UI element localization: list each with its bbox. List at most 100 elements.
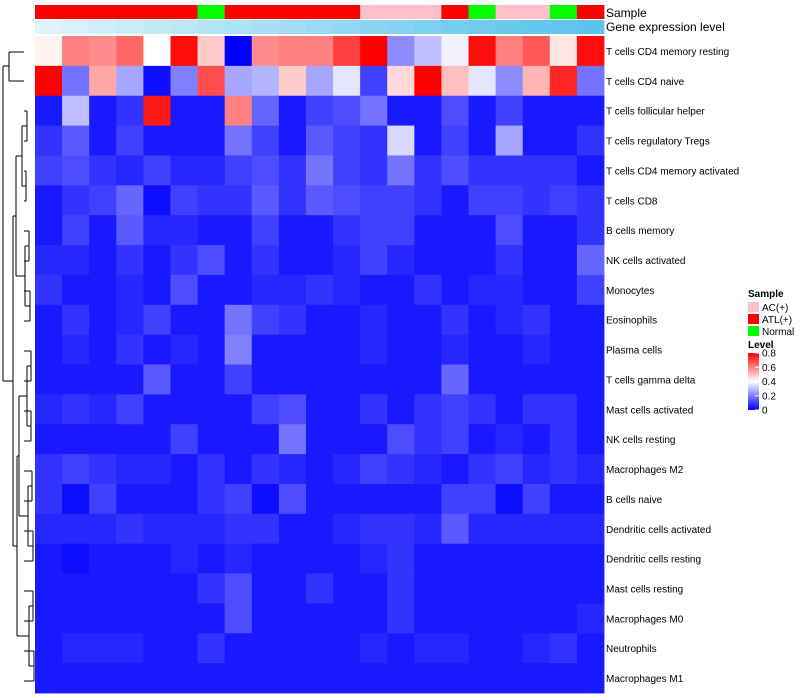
level-tick-label: 0 bbox=[762, 406, 768, 417]
heatmap-cell bbox=[495, 95, 524, 126]
heatmap-cell bbox=[360, 125, 388, 156]
heatmap-cell bbox=[143, 424, 171, 455]
heatmap-cell bbox=[197, 304, 226, 336]
heatmap-cell bbox=[522, 663, 551, 694]
heatmap-cell bbox=[35, 304, 63, 336]
heatmap-cell bbox=[170, 424, 198, 455]
heatmap-cell bbox=[522, 334, 551, 365]
heatmap-cell bbox=[468, 663, 497, 694]
heatmap-cell bbox=[35, 543, 63, 574]
heatmap-cell bbox=[62, 573, 90, 604]
level-tick-label: 0.6 bbox=[762, 363, 776, 374]
heatmap-cell bbox=[387, 483, 415, 515]
heatmap-cell bbox=[89, 125, 117, 156]
heatmap-cell bbox=[116, 36, 144, 67]
heatmap-cell bbox=[224, 215, 253, 246]
heatmap-cell bbox=[278, 125, 307, 156]
heatmap-cell bbox=[116, 663, 144, 694]
heatmap-cell bbox=[333, 543, 361, 574]
heatmap-cell bbox=[360, 364, 388, 395]
heatmap-cell bbox=[414, 573, 442, 604]
expression-annotation-cell bbox=[116, 20, 144, 34]
heatmap-cell bbox=[278, 185, 307, 216]
heatmap-cell bbox=[333, 454, 361, 485]
heatmap-cell bbox=[495, 663, 524, 694]
heatmap-cell bbox=[387, 364, 415, 395]
heatmap-cell bbox=[89, 603, 117, 634]
heatmap-cell bbox=[441, 394, 469, 425]
heatmap-cell bbox=[441, 65, 469, 97]
heatmap-cell bbox=[468, 65, 497, 97]
heatmap-cell bbox=[305, 36, 334, 67]
heatmap-cell bbox=[170, 36, 198, 67]
sample-annotation-cell bbox=[89, 5, 117, 19]
heatmap-cell bbox=[197, 95, 226, 126]
heatmap-cell bbox=[333, 483, 361, 515]
heatmap-cell bbox=[278, 603, 307, 634]
sample-annotation-bar bbox=[35, 5, 605, 19]
heatmap-cell bbox=[576, 274, 605, 306]
heatmap-cell bbox=[576, 543, 605, 574]
heatmap-cell bbox=[468, 454, 497, 485]
heatmap-cell bbox=[360, 394, 388, 425]
heatmap-cell bbox=[441, 125, 469, 156]
heatmap-cell bbox=[414, 603, 442, 634]
heatmap-cell bbox=[224, 394, 253, 425]
heatmap-cell bbox=[62, 274, 90, 306]
heatmap-cell bbox=[333, 633, 361, 664]
heatmap-cell bbox=[387, 334, 415, 365]
expression-annotation-cell bbox=[495, 20, 524, 34]
heatmap-cell bbox=[387, 663, 415, 694]
heatmap-cell bbox=[116, 304, 144, 336]
heatmap-cell bbox=[89, 65, 117, 97]
heatmap-cell bbox=[170, 245, 198, 276]
heatmap-cell bbox=[387, 424, 415, 455]
heatmap-cell bbox=[224, 36, 253, 67]
heatmap-cell bbox=[197, 215, 226, 246]
heatmap-cell bbox=[305, 364, 334, 395]
heatmap-cell bbox=[251, 573, 280, 604]
heatmap-cell bbox=[495, 394, 524, 425]
heatmap-cell bbox=[522, 633, 551, 664]
heatmap-cell bbox=[170, 334, 198, 365]
heatmap-cell bbox=[143, 483, 171, 515]
heatmap-cell bbox=[414, 543, 442, 574]
heatmap-cell bbox=[522, 364, 551, 395]
heatmap-cell bbox=[441, 483, 469, 515]
heatmap-cell bbox=[522, 65, 551, 97]
heatmap-cell bbox=[576, 633, 605, 664]
heatmap-cell bbox=[62, 65, 90, 97]
expression-annotation-cell bbox=[576, 20, 605, 34]
heatmap-cell bbox=[251, 125, 280, 156]
heatmap-cell bbox=[360, 65, 388, 97]
heatmap-cell bbox=[224, 483, 253, 515]
heatmap-cell bbox=[468, 274, 497, 306]
heatmap-cell bbox=[468, 95, 497, 126]
heatmap-cell bbox=[143, 454, 171, 485]
heatmap-cell bbox=[224, 245, 253, 276]
expression-annotation-bar bbox=[35, 20, 605, 34]
heatmap-cell bbox=[387, 394, 415, 425]
row-label: Macrophages M2 bbox=[606, 465, 684, 476]
heatmap-cell bbox=[35, 274, 63, 306]
heatmap-cell bbox=[576, 483, 605, 515]
heatmap-cell bbox=[468, 304, 497, 336]
heatmap-cell bbox=[251, 454, 280, 485]
heatmap-cell bbox=[360, 155, 388, 186]
heatmap-cell bbox=[89, 274, 117, 306]
heatmap-cell bbox=[576, 95, 605, 126]
heatmap-cell bbox=[197, 663, 226, 694]
heatmap-cell bbox=[468, 543, 497, 574]
sample-annotation-cell bbox=[116, 5, 144, 19]
heatmap-cell bbox=[278, 245, 307, 276]
heatmap-cell bbox=[62, 364, 90, 395]
row-label: Eosinophils bbox=[606, 316, 657, 327]
heatmap-cell bbox=[387, 215, 415, 246]
heatmap-cell bbox=[305, 543, 334, 574]
heatmap-cell bbox=[197, 334, 226, 365]
row-label: T cells CD4 memory activated bbox=[606, 166, 739, 177]
heatmap-cell bbox=[549, 633, 578, 664]
heatmap-cell bbox=[278, 454, 307, 485]
heatmap-cell bbox=[116, 603, 144, 634]
heatmap-cell bbox=[35, 454, 63, 485]
